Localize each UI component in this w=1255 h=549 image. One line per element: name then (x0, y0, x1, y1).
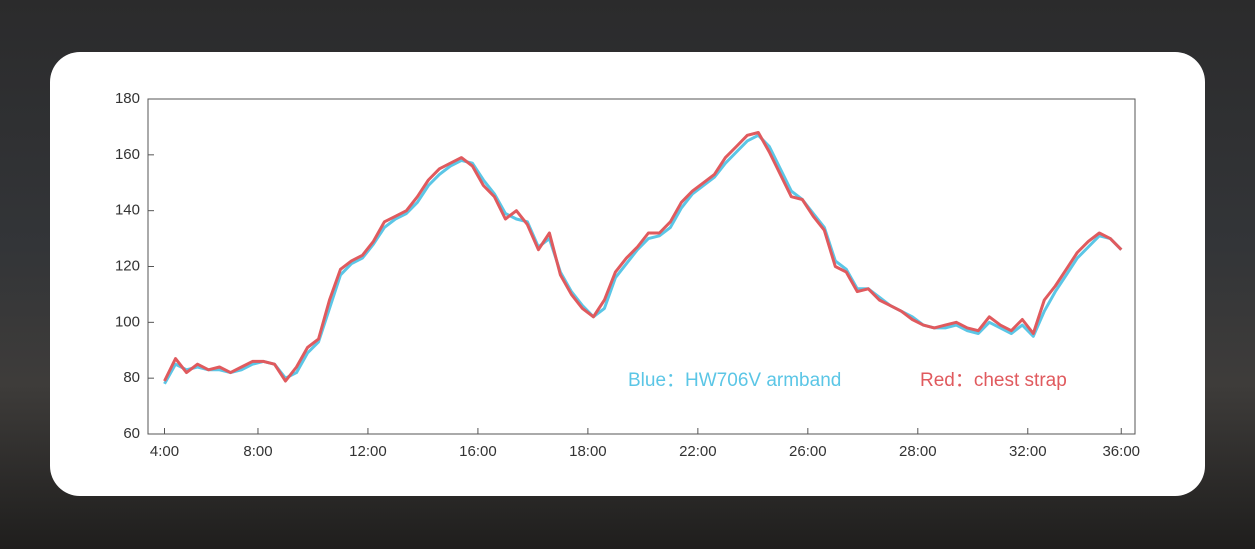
x-tick-label: 18:00 (569, 443, 607, 460)
x-tick-label: 12:00 (349, 443, 387, 460)
x-tick-label: 26:00 (789, 443, 827, 460)
legend-label: Red：chest strap (920, 370, 1067, 391)
x-tick-label: 16:00 (459, 443, 497, 460)
x-tick-label: 4:00 (150, 443, 179, 460)
y-tick-label: 60 (123, 425, 140, 442)
y-tick-label: 180 (115, 90, 140, 107)
series-line (163, 131, 1123, 383)
x-tick-label: 36:00 (1102, 443, 1140, 460)
x-tick-label: 22:00 (679, 443, 717, 460)
y-tick-label: 140 (115, 202, 140, 219)
x-tick-label: 8:00 (243, 443, 272, 460)
y-tick-label: 100 (115, 313, 140, 330)
chart-card (50, 52, 1205, 496)
y-tick-label: 120 (115, 257, 140, 274)
series-line (163, 133, 1123, 385)
x-tick-label: 28:00 (899, 443, 937, 460)
x-tick-label: 32:00 (1009, 443, 1047, 460)
y-tick-label: 160 (115, 146, 140, 163)
y-tick-label: 80 (123, 369, 140, 386)
legend-label: Blue：HW706V armband (628, 370, 841, 391)
